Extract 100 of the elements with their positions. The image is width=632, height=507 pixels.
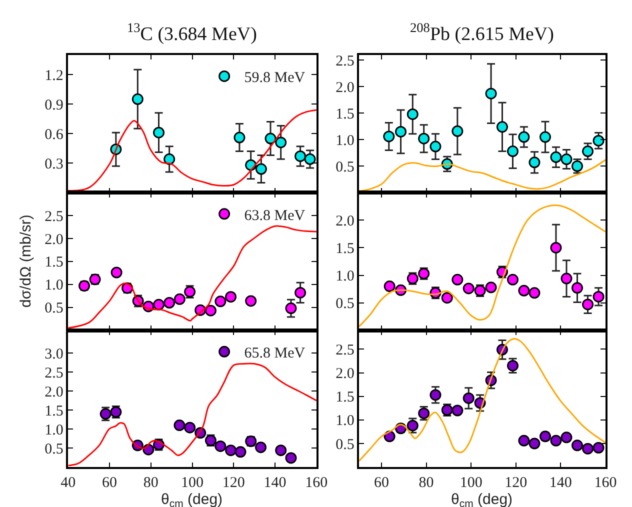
line-series [359, 159, 606, 192]
point [110, 266, 122, 278]
x-tick-label: 140 [549, 474, 572, 491]
point [234, 132, 246, 144]
y-tick-label: 2.0 [336, 213, 354, 230]
point [245, 295, 257, 307]
point [518, 131, 530, 143]
point [462, 282, 474, 294]
point [153, 126, 165, 138]
point [304, 153, 316, 165]
point [384, 430, 396, 442]
point [418, 132, 430, 144]
y-tick-label: 1.0 [44, 278, 64, 294]
legend-label: 63.8 MeV [244, 208, 306, 224]
point [174, 420, 186, 432]
point [264, 132, 276, 144]
y-tick-label: 2.0 [44, 384, 64, 400]
point [572, 282, 584, 294]
point [485, 282, 497, 294]
y-tick-label: 2.5 [44, 365, 64, 382]
point [214, 296, 226, 308]
point [275, 136, 287, 148]
x-tick-label: 60 [102, 474, 118, 491]
point [550, 434, 562, 446]
point [255, 163, 267, 175]
y-tick-label: 1.5 [44, 403, 64, 420]
x-tick-label: 140 [264, 474, 286, 491]
point [560, 154, 572, 165]
y-tick-label: 2.0 [336, 366, 354, 382]
y-tick-label: 1.2 [44, 68, 64, 84]
point [452, 125, 464, 137]
point [592, 290, 604, 302]
point [550, 242, 562, 254]
point [234, 446, 246, 458]
point [430, 140, 442, 152]
point [225, 291, 237, 303]
point [255, 442, 267, 454]
point [294, 286, 306, 298]
point [225, 444, 237, 456]
point [164, 297, 176, 309]
point [507, 274, 519, 286]
point [204, 304, 216, 316]
point [384, 280, 396, 292]
y-tick-label: 1.0 [44, 422, 64, 438]
y-axis-title: dσ/dΩ (mb/sr) [18, 214, 35, 308]
y-tick-label: 2.0 [44, 232, 64, 248]
point [294, 150, 306, 162]
chart-title: $^{208}$Pb (2.615 MeV) [410, 20, 554, 45]
y-tick-label: 2.5 [336, 53, 354, 70]
point [592, 134, 604, 146]
point [184, 422, 196, 434]
point [507, 146, 519, 158]
x-tick-label: 160 [594, 474, 617, 491]
y-tick-label: 1.5 [336, 240, 354, 257]
x-tick-label: 80 [143, 474, 158, 491]
point [285, 452, 297, 464]
y-tick-label: 0.3 [44, 156, 64, 172]
point [560, 272, 572, 284]
y-tick-label: 0.5 [336, 159, 354, 176]
point [452, 274, 464, 286]
x-axis-title: θ$_{cm}$ (deg) [451, 491, 513, 507]
point [485, 88, 497, 100]
point [214, 440, 226, 452]
x-axis-title: θ$_{cm}$ (deg) [161, 491, 223, 507]
x-tick-label: 160 [305, 474, 328, 491]
point [430, 389, 442, 401]
point [560, 432, 572, 444]
point [572, 440, 584, 452]
y-tick-label: 1.0 [336, 413, 354, 430]
point [174, 293, 186, 305]
point [132, 93, 144, 105]
y-tick-label: 0.5 [44, 300, 64, 317]
y-tick-label: 1.5 [336, 390, 354, 406]
point [528, 438, 540, 450]
point [395, 126, 407, 138]
point [285, 302, 297, 314]
line-series [68, 225, 316, 329]
point [406, 108, 418, 120]
x-tick-label: 100 [181, 474, 204, 491]
y-tick-label: 2.5 [336, 342, 354, 358]
point [582, 146, 594, 158]
line-series [359, 338, 606, 462]
y-tick-label: 1.5 [336, 106, 354, 122]
y-tick-label: 2.0 [336, 80, 354, 96]
point [507, 360, 519, 372]
x-tick-label: 80 [418, 474, 434, 491]
point [462, 392, 474, 404]
point [153, 298, 165, 310]
y-tick-label: 0.5 [336, 436, 354, 453]
point [164, 153, 176, 165]
chart-title: $^{13}$C (3.684 MeV) [127, 20, 257, 45]
y-tick-label: 1.0 [336, 268, 354, 285]
point [452, 404, 464, 416]
point [383, 130, 395, 142]
y-tick-label: 0.9 [44, 97, 64, 114]
line-series [359, 204, 606, 328]
y-tick-label: 1.0 [336, 132, 354, 149]
point [582, 298, 594, 310]
point [496, 121, 508, 133]
point [582, 442, 594, 454]
